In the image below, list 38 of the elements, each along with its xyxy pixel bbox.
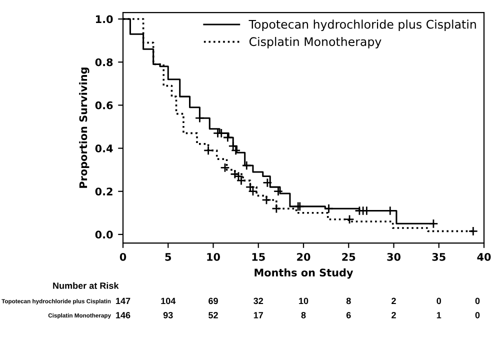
- text: 104: [161, 298, 176, 304]
- text: 32: [254, 298, 264, 304]
- text: 146: [116, 312, 130, 318]
- text: 2: [392, 298, 396, 304]
- x-tick-label: 10: [207, 252, 220, 261]
- text: 17: [254, 312, 263, 318]
- text: Number at Risk: [53, 282, 119, 289]
- text: 0: [475, 312, 480, 318]
- x-tick-label: 25: [342, 252, 356, 261]
- y-tick-label: 0.8: [95, 58, 113, 66]
- x-tick-label: 40: [477, 252, 491, 261]
- legend-label: Cisplatin Monotherapy: [249, 36, 382, 48]
- x-tick-label: 30: [387, 252, 400, 261]
- text: 8: [301, 312, 306, 318]
- text: 147: [116, 298, 130, 304]
- text: 93: [163, 312, 173, 318]
- legend-label: Topotecan hydrochloride plus Cisplatin: [248, 20, 476, 32]
- text: 6: [346, 312, 351, 318]
- x-tick-label: 35: [432, 252, 446, 261]
- y-tick-label: 0.6: [95, 101, 113, 110]
- y-tick-label: 0.4: [95, 144, 113, 152]
- x-tick-label: 15: [252, 253, 265, 261]
- text: 1: [436, 312, 442, 318]
- y-axis-title: Proportion Surviving: [79, 68, 90, 188]
- text: 0: [436, 298, 442, 304]
- text: 8: [346, 298, 351, 304]
- y-tick-label: 0.2: [95, 188, 112, 196]
- x-axis-title: Months on Study: [254, 268, 354, 279]
- x-tick-label: 0: [120, 252, 126, 261]
- y-tick-label: 0.0: [95, 230, 113, 239]
- text: 0: [475, 298, 480, 304]
- text: 10: [299, 298, 308, 304]
- x-tick-label: 20: [297, 252, 310, 261]
- text: 69: [208, 298, 218, 304]
- text: 2: [392, 312, 396, 318]
- text: 52: [208, 312, 218, 318]
- y-tick-label: 1.0: [96, 15, 113, 24]
- x-tick-label: 5: [165, 253, 172, 261]
